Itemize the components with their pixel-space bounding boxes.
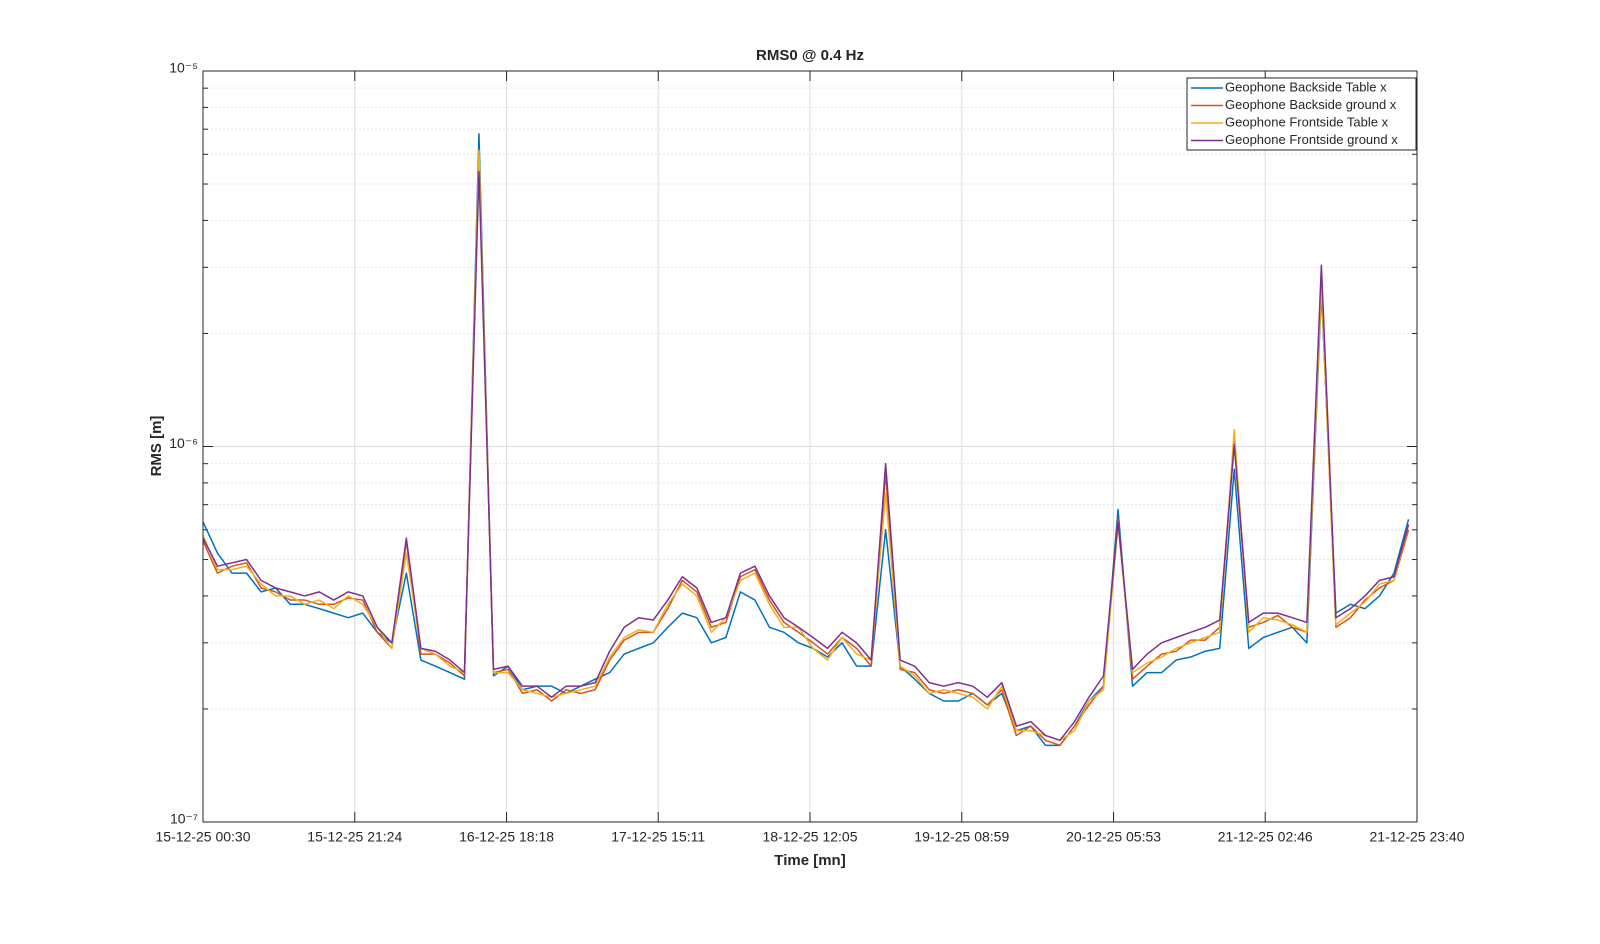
series-line xyxy=(202,133,1410,747)
y-axis-label: RMS [m] xyxy=(148,416,165,477)
x-tick-label: 18-12-25 12:05 xyxy=(763,829,858,845)
x-tick-label: 15-12-25 21:24 xyxy=(307,829,402,845)
x-tick-label: 16-12-25 18:18 xyxy=(459,829,554,845)
y-tick-label: 10⁻⁵ xyxy=(169,60,198,76)
legend: Geophone Backside Table x Geophone Backsi… xyxy=(1186,77,1417,151)
x-tick-label: 15-12-25 00:30 xyxy=(156,829,251,845)
x-axis-label: Time [mn] xyxy=(774,852,845,869)
series-line xyxy=(202,149,1410,742)
legend-box xyxy=(1186,77,1417,151)
x-tick-label: 19-12-25 08:59 xyxy=(914,829,1009,845)
y-tick-label: 10⁻⁶ xyxy=(169,435,198,451)
legend-label: Geophone Frontside Table x xyxy=(1225,114,1389,129)
x-tick-label: 21-12-25 02:46 xyxy=(1218,829,1313,845)
legend-label: Geophone Backside Table x xyxy=(1225,79,1387,94)
legend-label: Geophone Backside ground x xyxy=(1225,97,1397,112)
axes-box xyxy=(202,70,1418,823)
series-line xyxy=(202,170,1410,742)
lines-layer xyxy=(202,133,1410,747)
chart-title: RMS0 @ 0.4 Hz xyxy=(756,47,864,64)
y-tick-label: 10⁻⁷ xyxy=(170,811,198,827)
x-tick-label: 17-12-25 15:11 xyxy=(611,829,705,845)
x-tick-label: 21-12-25 23:40 xyxy=(1370,829,1465,845)
legend-label: Geophone Frontside ground x xyxy=(1225,132,1398,147)
x-tick-label: 20-12-25 05:53 xyxy=(1066,829,1161,845)
